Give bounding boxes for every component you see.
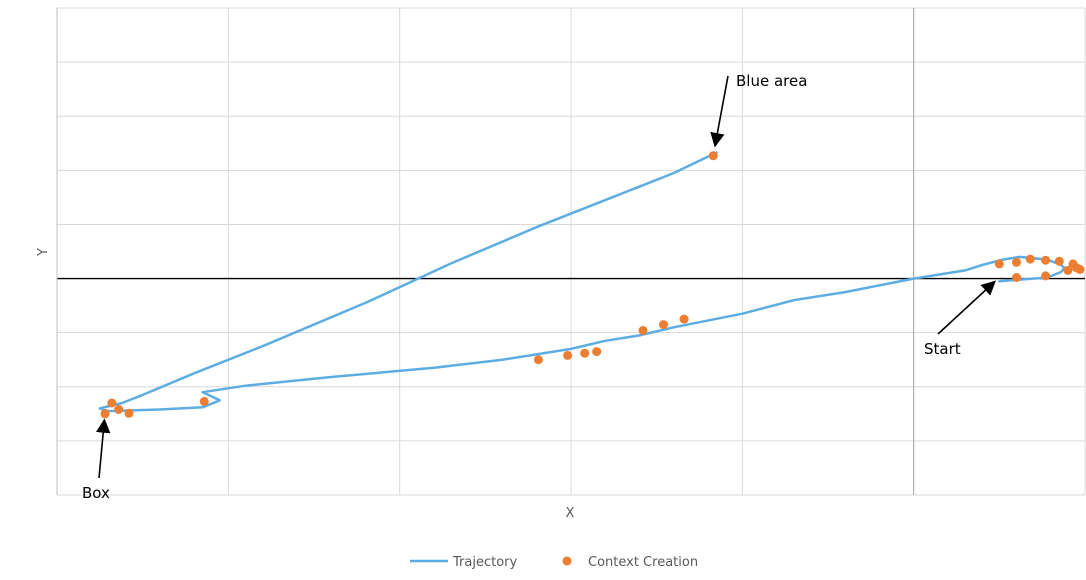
context-creation-point — [679, 314, 689, 324]
context-creation-point — [1041, 271, 1051, 281]
context-creation-point — [1041, 255, 1051, 265]
context-creation-point — [638, 326, 648, 335]
context-creation-point — [1075, 264, 1085, 274]
context-creation-point — [994, 259, 1004, 269]
y-axis-label: Y — [36, 248, 51, 257]
context-creation-point — [533, 355, 543, 365]
context-creation-point — [1054, 256, 1064, 266]
context-creation-point — [107, 398, 117, 408]
context-creation-point — [124, 408, 134, 418]
annotation-label: Start — [924, 340, 961, 358]
annotation-label: Box — [82, 484, 110, 502]
context-creation-point — [580, 348, 590, 358]
annotations: Blue area Start Box — [82, 72, 996, 502]
plot-area — [98, 151, 1085, 419]
context-creation-point — [592, 347, 602, 357]
context-creation-point — [1012, 273, 1021, 282]
context-creation-point — [1012, 257, 1021, 267]
context-creation-point — [100, 409, 110, 419]
context-creation-point — [1063, 265, 1073, 275]
legend-label-trajectory: Trajectory — [452, 555, 517, 570]
annotation-arrow — [96, 418, 111, 479]
context-creation-point — [114, 405, 124, 414]
context-creation-point — [1025, 254, 1035, 264]
context-creation-point — [563, 350, 573, 360]
annotation-arrow — [937, 280, 996, 335]
x-axis-label: X — [566, 506, 575, 521]
trajectory-line — [98, 151, 1066, 413]
annotation-label: Blue area — [736, 72, 807, 90]
legend: Trajectory Context Creation — [410, 555, 698, 570]
grid — [56, 7, 1086, 496]
context-creation-point — [708, 151, 718, 161]
legend-swatch-context-creation — [562, 556, 572, 566]
context-creation-point — [199, 396, 209, 406]
legend-label-context-creation: Context Creation — [588, 555, 698, 570]
annotation-arrow — [710, 75, 729, 148]
context-creation-point — [659, 320, 668, 330]
